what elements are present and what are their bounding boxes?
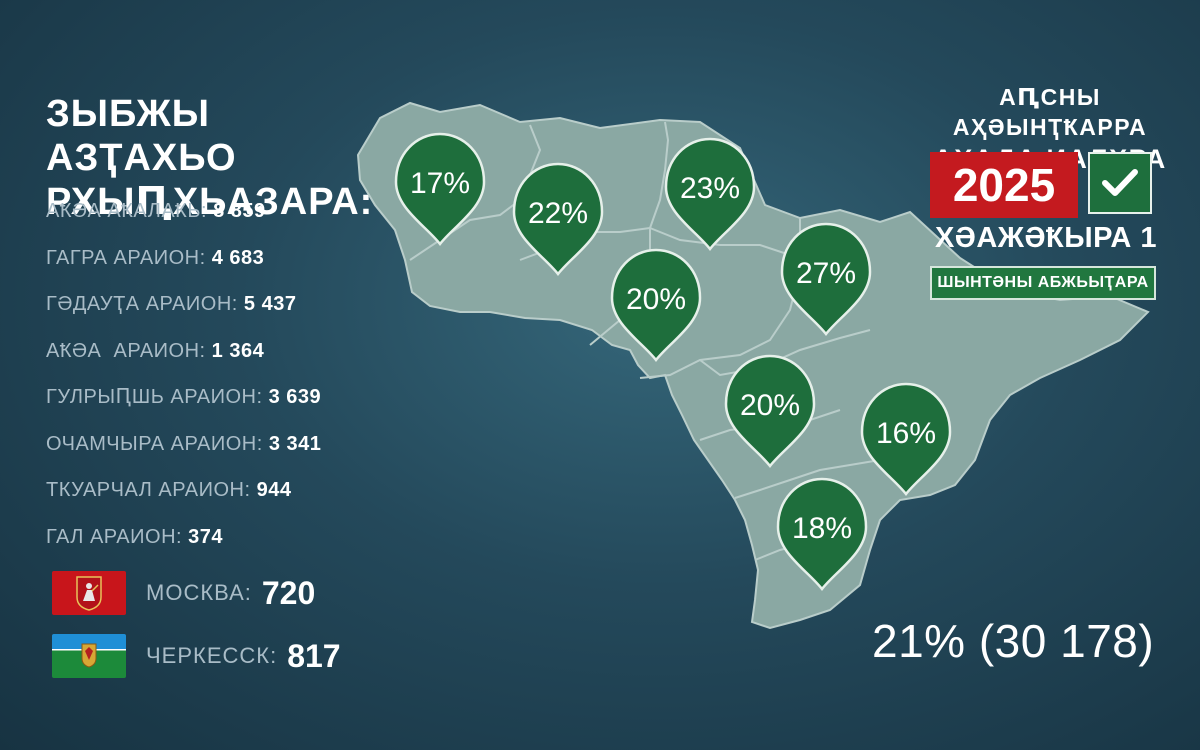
map-pin: 16% xyxy=(860,382,952,497)
stat-row: ТКУАРЧАЛ АРАИОН: 944 xyxy=(46,475,406,522)
stat-row: ГАГРА АРАИОН: 4 683 xyxy=(46,243,406,290)
map-pin: 20% xyxy=(610,248,702,363)
stat-row: ГАЛ АРАИОН: 374 xyxy=(46,522,406,569)
stat-label: ГАГРА АРАИОН: xyxy=(46,246,206,269)
map-pin-icon xyxy=(512,162,604,277)
stat-value: 374 xyxy=(188,525,224,548)
pin-percent: 23% xyxy=(680,172,740,205)
stat-value: 3 341 xyxy=(268,432,322,455)
stat-row: ОЧАМЧЫРА АРАИОН: 3 341 xyxy=(46,429,406,476)
city-moscow: МОСКВА: 720 xyxy=(52,570,315,616)
map-pin-icon xyxy=(776,477,868,592)
map-pin: 20% xyxy=(724,354,816,469)
stat-label: ТКУАРЧАЛ АРАИОН: xyxy=(46,479,251,501)
title-line-2: РХЫԤХЬАЗАРА: xyxy=(46,181,374,223)
stat-label: ГУЛРЫԤШЬ АРАИОН: xyxy=(46,386,263,408)
cherkessk-label: ЧЕРКЕССК: xyxy=(146,643,278,668)
checkmark-box xyxy=(1088,152,1152,214)
pin-percent: 20% xyxy=(626,283,686,316)
stat-label: ГӘДАУҬА АРАИОН: xyxy=(46,293,238,315)
cherkessk-emblem-icon xyxy=(81,643,97,668)
stat-value: 1 364 xyxy=(211,339,265,362)
total-turnout: 21% (30 178) xyxy=(872,615,1155,667)
map-pin-icon xyxy=(724,354,816,469)
city-cherkessk: ЧЕРКЕССК: 817 xyxy=(52,633,341,679)
map-pin: 18% xyxy=(776,477,868,592)
election-stage: ХӘАЖӘҞЫРА 1 xyxy=(934,222,1158,254)
stat-row: ГӘДАУҬА АРАИОН: 5 437 xyxy=(46,289,406,336)
map-pin: 23% xyxy=(664,137,756,252)
map-pin: 22% xyxy=(512,162,604,277)
turnout-title: ЗЫБЖЫ АЗҬАХЬО РХЫԤХЬАЗАРА: xyxy=(46,92,386,224)
pin-percent: 22% xyxy=(528,197,588,230)
stat-label: ОЧАМЧЫРА АРАИОН: xyxy=(46,432,263,455)
stat-value: 944 xyxy=(256,479,292,501)
checkmark-icon xyxy=(1102,169,1138,196)
stat-row: АҞӘА АРАИОН: 1 364 xyxy=(46,336,406,383)
title-line-1: ЗЫБЖЫ АЗҬАХЬО xyxy=(46,93,237,179)
stat-label: АҞӘА АРАИОН: xyxy=(46,339,206,362)
map-pin-icon xyxy=(394,132,486,247)
cherkessk-flag xyxy=(52,634,126,678)
pin-percent: 17% xyxy=(410,167,470,200)
map-pin: 27% xyxy=(780,222,872,337)
year-row: 2025 xyxy=(930,152,1152,218)
stat-label: АҞӘА АҞАЛАҞЬ: xyxy=(46,200,208,222)
stat-value: 4 683 xyxy=(211,246,265,269)
map-pin: 17% xyxy=(394,132,486,247)
map-pin-icon xyxy=(610,248,702,363)
pin-percent: 16% xyxy=(876,417,936,450)
pin-percent: 20% xyxy=(740,389,800,422)
moscow-label: МОСКВА: xyxy=(146,580,252,605)
map-pin-icon xyxy=(664,137,756,252)
district-stats-list: АҞӘА АҞАЛАҞЬ: 8 859 ГАГРА АРАИОН: 4 683 … xyxy=(46,196,406,568)
stat-row: АҞӘА АҞАЛАҞЬ: 8 859 xyxy=(46,196,406,243)
map-pin-icon xyxy=(780,222,872,337)
preliminary-results-badge: ШЫНТӘНЫ АБЖЬЫҬАРА xyxy=(930,266,1156,300)
stat-row: ГУЛРЫԤШЬ АРАИОН: 3 639 xyxy=(46,382,406,429)
moscow-flag xyxy=(52,571,126,615)
stat-value: 5 437 xyxy=(243,293,297,315)
moscow-value: 720 xyxy=(261,574,316,611)
stat-value: 3 639 xyxy=(268,386,322,408)
map-pin-icon xyxy=(860,382,952,497)
pin-percent: 18% xyxy=(792,512,852,545)
moscow-coat-of-arms-icon xyxy=(76,576,102,611)
year-badge: 2025 xyxy=(930,152,1078,218)
stat-value: 8 859 xyxy=(213,200,266,222)
header-line-1: АԤСНЫ АҲӘЫНҬҞАРРА xyxy=(952,84,1148,140)
cherkessk-value: 817 xyxy=(287,637,341,674)
stat-label: ГАЛ АРАИОН: xyxy=(46,525,183,548)
pin-percent: 27% xyxy=(796,257,856,290)
